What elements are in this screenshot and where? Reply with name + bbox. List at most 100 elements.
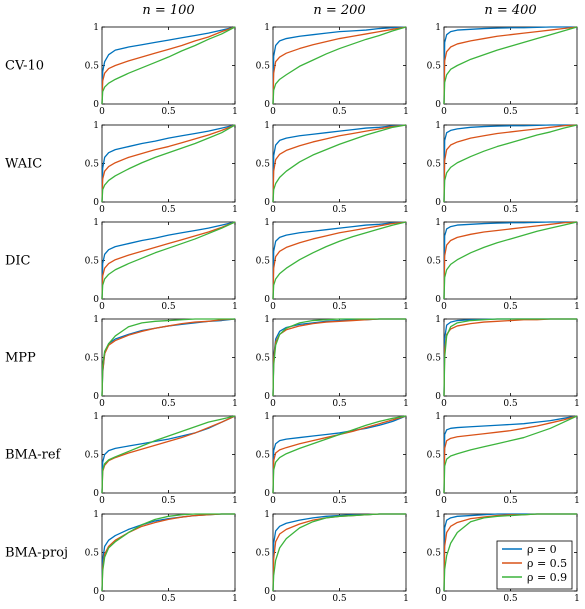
series-line-0 xyxy=(443,124,577,203)
x-tick-label: 0.5 xyxy=(332,302,347,312)
series-line-0-9 xyxy=(272,415,407,494)
y-tick-label: 1 xyxy=(435,23,441,33)
column-label-n-200: n = 200 xyxy=(313,3,365,18)
axes-box xyxy=(101,318,236,397)
panel-bma-ref-n-100: 0 0.5 1 0 0.5 1 xyxy=(85,412,238,506)
y-tick-label: 1 xyxy=(435,412,441,422)
x-tick-label: 0 xyxy=(441,107,447,117)
x-tick-label: 0.5 xyxy=(161,205,176,215)
x-tick-label: 0 xyxy=(270,594,276,604)
y-tick-label: 0 xyxy=(264,100,270,110)
x-tick-label: 1 xyxy=(232,594,238,604)
x-tick-label: 1 xyxy=(232,302,238,312)
y-tick-label: 0.5 xyxy=(85,549,100,559)
series-line-0 xyxy=(101,124,236,203)
y-tick-label: 0 xyxy=(435,489,441,499)
y-tick-label: 0 xyxy=(93,295,99,305)
legend-label-2: ρ = 0.9 xyxy=(527,571,567,584)
y-tick-label: 0.5 xyxy=(256,160,271,170)
series-line-0-5 xyxy=(101,513,235,592)
series-line-0 xyxy=(443,221,577,300)
axes-box xyxy=(272,415,407,494)
x-tick-label: 1 xyxy=(574,496,580,506)
series-line-0-9 xyxy=(101,221,236,300)
x-tick-label: 0 xyxy=(270,302,276,312)
x-tick-label: 1 xyxy=(403,205,409,215)
series-line-0-5 xyxy=(272,221,407,300)
x-tick-label: 0.5 xyxy=(161,107,176,117)
y-tick-label: 1 xyxy=(93,121,99,131)
y-tick-label: 1 xyxy=(435,315,441,325)
x-tick-label: 0 xyxy=(270,107,276,117)
x-tick-label: 0 xyxy=(441,302,447,312)
x-tick-label: 0.5 xyxy=(503,302,518,312)
y-tick-label: 0.5 xyxy=(427,257,442,267)
y-tick-label: 0.5 xyxy=(256,549,271,559)
axes-box xyxy=(443,124,578,203)
series-line-0-9 xyxy=(272,221,407,300)
y-tick-label: 1 xyxy=(264,510,270,520)
x-tick-label: 1 xyxy=(232,205,238,215)
y-tick-label: 0 xyxy=(93,587,99,597)
panel-cv-10-n-400: 0 0.5 1 0 0.5 1 xyxy=(427,23,580,117)
y-tick-label: 1 xyxy=(264,23,270,33)
y-tick-label: 0 xyxy=(93,198,99,208)
axes-box xyxy=(272,26,407,105)
x-tick-label: 1 xyxy=(232,107,238,117)
series-line-0 xyxy=(272,221,407,300)
panel-bma-proj-n-200: 0 0.5 1 0 0.5 1 xyxy=(256,510,409,604)
x-tick-label: 0.5 xyxy=(503,107,518,117)
y-tick-label: 1 xyxy=(264,218,270,228)
legend-label-0: ρ = 0 xyxy=(527,543,557,556)
x-tick-label: 1 xyxy=(403,107,409,117)
x-tick-label: 0.5 xyxy=(332,205,347,215)
y-tick-label: 0.5 xyxy=(427,354,442,364)
series-line-0-5 xyxy=(101,26,236,105)
panel-bma-ref-n-400: 0 0.5 1 0 0.5 1 xyxy=(427,412,580,506)
series-line-0 xyxy=(272,124,407,203)
series-line-0-9 xyxy=(101,26,236,105)
x-tick-label: 0.5 xyxy=(332,399,347,409)
series-line-0-9 xyxy=(272,513,406,592)
y-tick-label: 1 xyxy=(93,23,99,33)
panel-waic-n-200: 0 0.5 1 0 0.5 1 xyxy=(256,121,409,215)
x-tick-label: 1 xyxy=(232,496,238,506)
x-tick-label: 0.5 xyxy=(503,496,518,506)
x-tick-label: 0 xyxy=(99,594,105,604)
series-line-0-9 xyxy=(272,26,407,105)
axes-box xyxy=(101,26,236,105)
row-label-bma-ref: BMA-ref xyxy=(5,448,62,463)
y-tick-label: 1 xyxy=(435,510,441,520)
series-line-0-9 xyxy=(443,415,578,494)
x-tick-label: 0 xyxy=(441,594,447,604)
x-tick-label: 1 xyxy=(403,399,409,409)
column-label-n-400: n = 400 xyxy=(484,3,536,18)
axes-box xyxy=(443,318,578,397)
x-tick-label: 0 xyxy=(441,496,447,506)
y-tick-label: 0 xyxy=(435,587,441,597)
panel-waic-n-100: 0 0.5 1 0 0.5 1 xyxy=(85,121,238,215)
y-tick-label: 0.5 xyxy=(427,160,442,170)
series-line-0-5 xyxy=(101,221,236,300)
series-line-0-9 xyxy=(101,318,235,397)
series-line-0-9 xyxy=(443,221,578,300)
x-tick-label: 0.5 xyxy=(161,496,176,506)
y-tick-label: 0 xyxy=(435,100,441,110)
x-tick-label: 0.5 xyxy=(161,302,176,312)
panel-dic-n-100: 0 0.5 1 0 0.5 1 xyxy=(85,218,238,312)
series-line-0 xyxy=(101,26,236,105)
series-line-0-5 xyxy=(443,124,578,203)
x-tick-label: 0 xyxy=(270,496,276,506)
x-tick-label: 0.5 xyxy=(332,107,347,117)
axes-box xyxy=(272,221,407,300)
y-tick-label: 1 xyxy=(93,510,99,520)
panel-dic-n-400: 0 0.5 1 0 0.5 1 xyxy=(427,218,580,312)
x-tick-label: 1 xyxy=(403,594,409,604)
x-tick-label: 0 xyxy=(441,399,447,409)
x-tick-label: 1 xyxy=(574,302,580,312)
y-tick-label: 0.5 xyxy=(427,451,442,461)
y-tick-label: 0.5 xyxy=(256,257,271,267)
y-tick-label: 0 xyxy=(93,392,99,402)
x-tick-label: 0.5 xyxy=(503,205,518,215)
